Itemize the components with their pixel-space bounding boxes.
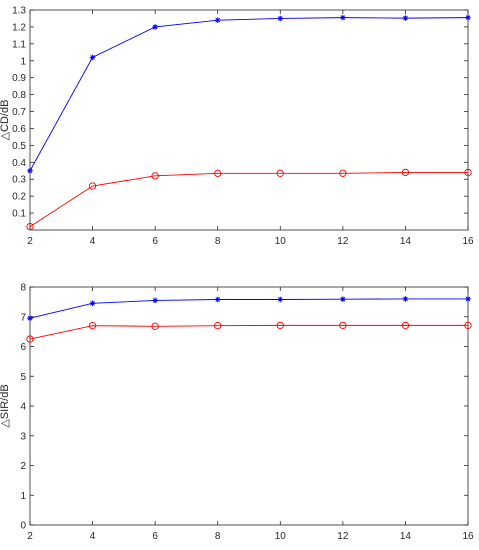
x-tick-label: 8 (215, 236, 221, 247)
y-tick-label: 1.1 (12, 39, 26, 50)
data-point-asterisk (277, 296, 284, 303)
x-tick-label: 6 (152, 236, 158, 247)
series-line-0 (29, 17, 469, 171)
y-tick-label: 3 (20, 431, 26, 442)
x-tick-label: 16 (462, 236, 474, 247)
data-point-circle (339, 321, 347, 330)
y-tick-label: 5 (20, 372, 26, 383)
data-point-asterisk (340, 14, 346, 21)
x-tick-label: 12 (337, 236, 349, 247)
data-point-circle (26, 335, 34, 343)
x-tick-label: 4 (90, 236, 96, 247)
data-point-asterisk (27, 315, 33, 322)
data-point-asterisk (402, 296, 409, 302)
data-point-circle (214, 169, 222, 177)
x-tick-label: 16 (462, 531, 474, 542)
data-point-asterisk (465, 296, 471, 302)
data-point-circle (88, 182, 97, 190)
data-point-circle (464, 321, 472, 330)
axes-box (29, 9, 469, 231)
x-tick-label: 12 (337, 531, 349, 542)
x-tick-label: 10 (275, 236, 287, 247)
x-tick-label: 4 (90, 531, 96, 542)
data-point-circle (276, 321, 284, 330)
data-point-asterisk (89, 54, 96, 61)
series-line-0 (29, 298, 468, 319)
y-tick-label: 0.8 (12, 90, 26, 101)
data-point-circle (401, 168, 410, 177)
series-line-1 (29, 172, 468, 227)
y-tick-label: 1.2 (12, 22, 26, 33)
data-point-circle (276, 169, 284, 177)
series-line-1 (29, 324, 468, 340)
y-tick-label: 7 (20, 312, 26, 323)
x-tick-label: 6 (152, 531, 158, 542)
y-tick-label: 8 (20, 283, 26, 294)
y-tick-label: 1 (20, 491, 26, 502)
y-tick-label: 0.7 (12, 107, 26, 118)
chart-cd: 2 4 6 8 10 12 14 16 0.1 0.2 0.3 0.4 0.5 0.6 0.7 0.8 0.9 1… (0, 6, 474, 248)
y-tick-label: 0.6 (12, 124, 26, 135)
y-tick-label: 1 (20, 56, 26, 67)
x-tick-label: 2 (27, 531, 33, 542)
data-point-asterisk (465, 14, 471, 21)
y-tick-label: 0.3 (12, 175, 26, 186)
data-point-asterisk (89, 300, 96, 307)
data-point-asterisk (152, 24, 158, 30)
data-point-circle (339, 169, 347, 177)
x-tick-label: 8 (215, 531, 221, 542)
data-point-circle (214, 322, 222, 330)
data-point-asterisk (277, 15, 284, 22)
data-point-circle (401, 321, 410, 330)
data-point-circle (464, 168, 472, 177)
x-tick-label: 10 (275, 531, 287, 542)
y-axis-label: △CD/dB (0, 100, 11, 141)
y-tick-label: 0.2 (12, 192, 26, 203)
x-tick-label: 14 (400, 236, 412, 247)
y-tick-label: 4 (20, 402, 26, 413)
data-point-asterisk (152, 297, 158, 304)
data-point-asterisk (214, 17, 221, 23)
x-tick-label: 14 (400, 531, 412, 542)
y-tick-label: 0.1 (12, 209, 26, 220)
y-tick-label: 0.9 (12, 73, 26, 84)
data-point-circle (26, 222, 34, 231)
y-tick-label: 0.4 (12, 158, 26, 169)
data-point-circle (151, 172, 159, 180)
data-point-asterisk (27, 167, 33, 174)
y-tick-label: 0.5 (12, 141, 26, 152)
data-point-circle (88, 322, 97, 330)
y-tick-label: 2 (20, 461, 26, 472)
x-tick-label: 2 (27, 236, 33, 247)
y-axis-label: △SIR/dB (0, 384, 11, 427)
y-tick-label: 0 (20, 521, 26, 532)
y-tick-label: 6 (20, 342, 26, 353)
data-point-circle (151, 322, 159, 330)
axes-box (29, 286, 469, 526)
data-point-asterisk (402, 15, 409, 21)
data-point-asterisk (340, 296, 346, 302)
y-tick-label: 1.3 (12, 6, 26, 17)
data-point-asterisk (214, 296, 221, 303)
